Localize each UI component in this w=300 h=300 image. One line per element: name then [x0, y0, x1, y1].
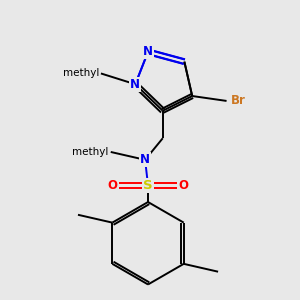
Text: methyl: methyl: [63, 68, 99, 78]
Text: O: O: [178, 179, 188, 192]
Text: N: N: [130, 78, 140, 91]
Text: N: N: [143, 45, 153, 58]
Text: S: S: [143, 179, 153, 192]
Text: methyl: methyl: [72, 147, 109, 157]
Text: O: O: [108, 179, 118, 192]
Text: N: N: [140, 153, 150, 166]
Text: Br: Br: [230, 94, 245, 107]
